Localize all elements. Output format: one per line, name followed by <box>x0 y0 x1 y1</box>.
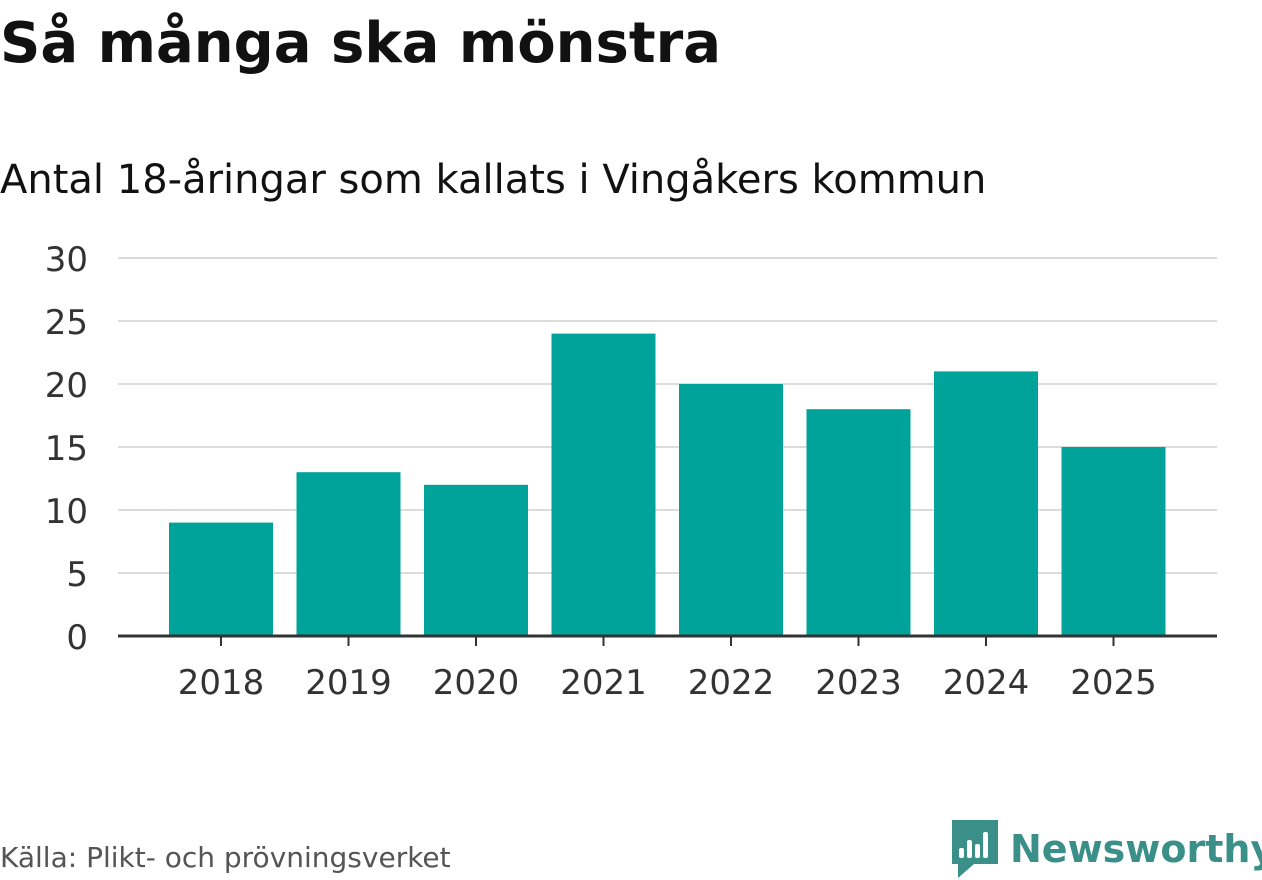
chart-title: Så många ska mönstra <box>0 11 722 76</box>
y-tick-label: 0 <box>66 618 88 658</box>
y-tick-label: 10 <box>45 492 88 532</box>
bar <box>679 384 783 636</box>
x-tick-label: 2023 <box>815 663 902 703</box>
newsworthy-logo: Newsworthy <box>950 818 1262 880</box>
x-tick-label: 2021 <box>560 663 647 703</box>
bar <box>296 472 401 636</box>
x-tick-label: 2019 <box>305 663 392 703</box>
x-tick-label: 2020 <box>433 663 520 703</box>
bar <box>551 333 656 636</box>
bar <box>169 522 273 636</box>
x-tick-label: 2018 <box>178 663 265 703</box>
chart-subtitle: Antal 18-åringar som kallats i Vingåkers… <box>0 157 987 203</box>
x-tick-label: 2024 <box>943 663 1030 703</box>
y-tick-label: 5 <box>66 555 88 595</box>
y-tick-label: 15 <box>45 429 88 469</box>
x-tick-label: 2025 <box>1070 663 1157 703</box>
x-tick-label: 2022 <box>688 663 775 703</box>
y-tick-label: 20 <box>45 366 88 406</box>
y-tick-label: 30 <box>45 240 88 280</box>
bar <box>806 409 911 636</box>
y-tick-label: 25 <box>45 303 88 343</box>
bar <box>1061 447 1166 636</box>
source-note: Källa: Plikt- och prövningsverket <box>0 841 451 874</box>
newsworthy-logo-icon <box>952 820 998 878</box>
newsworthy-logo-text: Newsworthy <box>1010 827 1262 871</box>
bar <box>934 371 1038 636</box>
bar <box>424 484 528 636</box>
